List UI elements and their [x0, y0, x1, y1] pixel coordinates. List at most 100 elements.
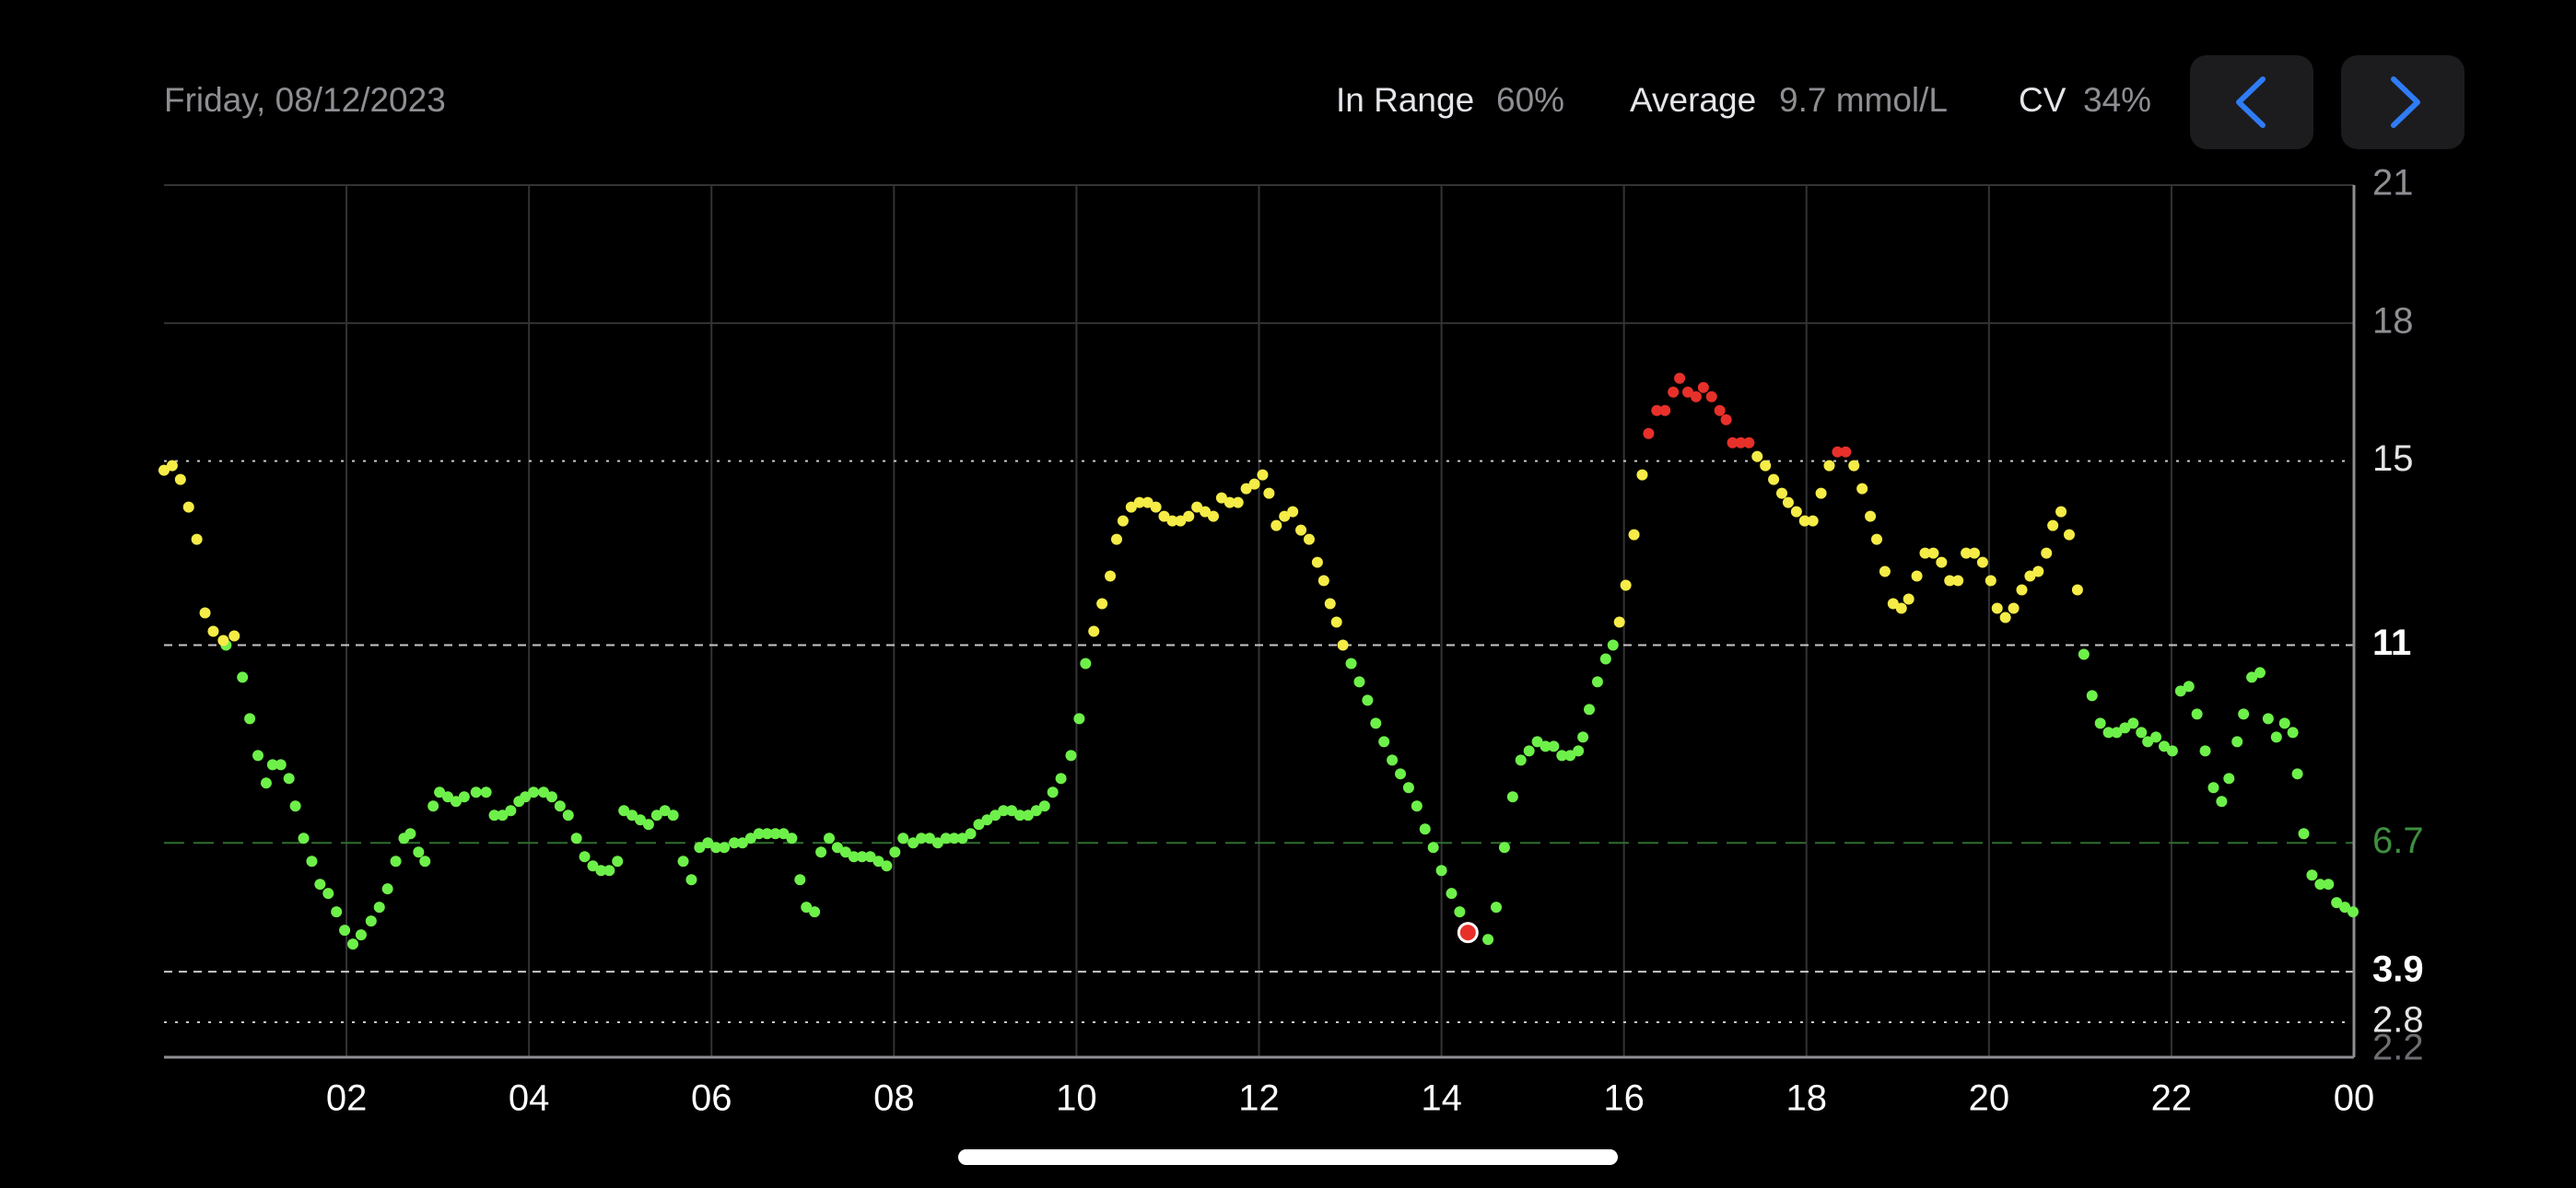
reading-dot [1150, 501, 1162, 513]
next-button[interactable] [2341, 55, 2465, 149]
x-tick-label: 00 [2334, 1078, 2375, 1119]
reading-dot [306, 856, 318, 868]
reading-dot [1080, 658, 1092, 670]
reading-dot [1215, 492, 1227, 504]
reading-dot [166, 460, 178, 472]
reading-dot [2119, 722, 2131, 734]
reading-dot [1270, 519, 1282, 531]
reading-dot [1887, 598, 1899, 610]
reading-dot [538, 786, 550, 798]
reading-dot [1330, 616, 1342, 628]
reading-dot [1976, 556, 1988, 568]
reading-dot [948, 833, 960, 844]
reading-dot [347, 938, 359, 950]
reading-dot [1776, 487, 1788, 499]
reading-dot [373, 902, 385, 914]
x-tick-label: 02 [326, 1078, 368, 1119]
reading-dot [2216, 796, 2228, 808]
reading-dot [881, 860, 893, 872]
reading-dot [618, 805, 630, 817]
reading-dot [931, 837, 943, 849]
reading-dot [1022, 809, 1034, 821]
reading-dot [2166, 745, 2178, 757]
stat-value: 60% [1496, 81, 1564, 119]
x-tick-label: 22 [2151, 1078, 2193, 1119]
reading-dot [2183, 681, 2195, 693]
reading-dot [355, 929, 367, 941]
y-tick-label: 2.2 [2372, 1028, 2424, 1068]
reading-dot [2158, 740, 2170, 752]
reading-dot [1287, 506, 1299, 518]
reading-dot [2287, 727, 2299, 739]
reading-dot [1110, 533, 1122, 545]
reading-dot [1419, 823, 1431, 835]
reading-dot [298, 833, 310, 844]
reading-dot [1727, 437, 1739, 448]
reading-dot [1540, 740, 1551, 752]
reading-dot [158, 464, 170, 476]
reading-dot [626, 809, 638, 821]
reading-dot [339, 925, 351, 937]
reading-dot [603, 865, 615, 877]
reading-dot [923, 833, 935, 844]
reading-dot [2191, 708, 2203, 720]
reading-dot [981, 814, 993, 826]
date: Friday, 08/12/2023 [164, 81, 446, 119]
reading-dot [864, 851, 876, 863]
reading-dot [2041, 547, 2053, 559]
reading-dot [753, 828, 765, 840]
reading-dot [1531, 736, 1543, 748]
reading-dot [1871, 533, 1883, 545]
reading-dot [677, 856, 689, 868]
reading-dot [2331, 897, 2343, 909]
reading-dot [2111, 727, 2123, 739]
reading-dot [1065, 750, 1077, 762]
reading-dot [1952, 575, 1964, 587]
reading-dot [1506, 791, 1518, 803]
reading-dot [1936, 556, 1948, 568]
y-tick-label: 21 [2372, 163, 2414, 204]
reading-dot [1681, 386, 1693, 398]
reading-dot [260, 777, 272, 789]
reading-dot [2254, 667, 2266, 679]
reading-dot [1073, 713, 1085, 725]
reading-dot [769, 828, 781, 840]
prev-button[interactable] [2190, 55, 2313, 149]
reading-dot [2016, 584, 2028, 596]
reading-dot [2238, 708, 2250, 720]
reading-dot [1815, 487, 1827, 499]
reading-dot [182, 501, 194, 513]
reading-dot [488, 809, 500, 821]
reading-dot [1047, 786, 1059, 798]
reading-dot [2071, 584, 2083, 596]
stat-label: In Range [1336, 81, 1474, 119]
reading-dot [916, 833, 928, 844]
reading-dot [1848, 460, 1860, 472]
reading-dot [831, 842, 843, 854]
reading-dot [612, 856, 624, 868]
reading-dot [839, 846, 851, 858]
reading-dot [2174, 685, 2186, 697]
reading-dot [1014, 809, 1026, 821]
reading-dot [1607, 639, 1619, 651]
reading-dot [2278, 717, 2290, 729]
reading-dot [761, 828, 773, 840]
reading-dot [1591, 676, 1603, 688]
reading-dot [973, 819, 985, 831]
reading-dot [1584, 704, 1596, 716]
reading-dot [1865, 510, 1877, 522]
reading-dot [2127, 717, 2139, 729]
reading-dot [1435, 865, 1447, 877]
reading-dot [2024, 570, 2036, 582]
reading-dot [322, 888, 334, 900]
y-tick-label: 15 [2372, 438, 2414, 479]
reading-dot [1125, 501, 1137, 513]
x-tick-label: 06 [691, 1078, 732, 1119]
reading-dot [856, 851, 868, 863]
reading-dot [1720, 413, 1732, 425]
reading-dot [1337, 639, 1349, 651]
y-tick-label: 2.8 [2372, 1000, 2424, 1041]
reading-dot [289, 800, 301, 812]
reading-dot [587, 860, 599, 872]
